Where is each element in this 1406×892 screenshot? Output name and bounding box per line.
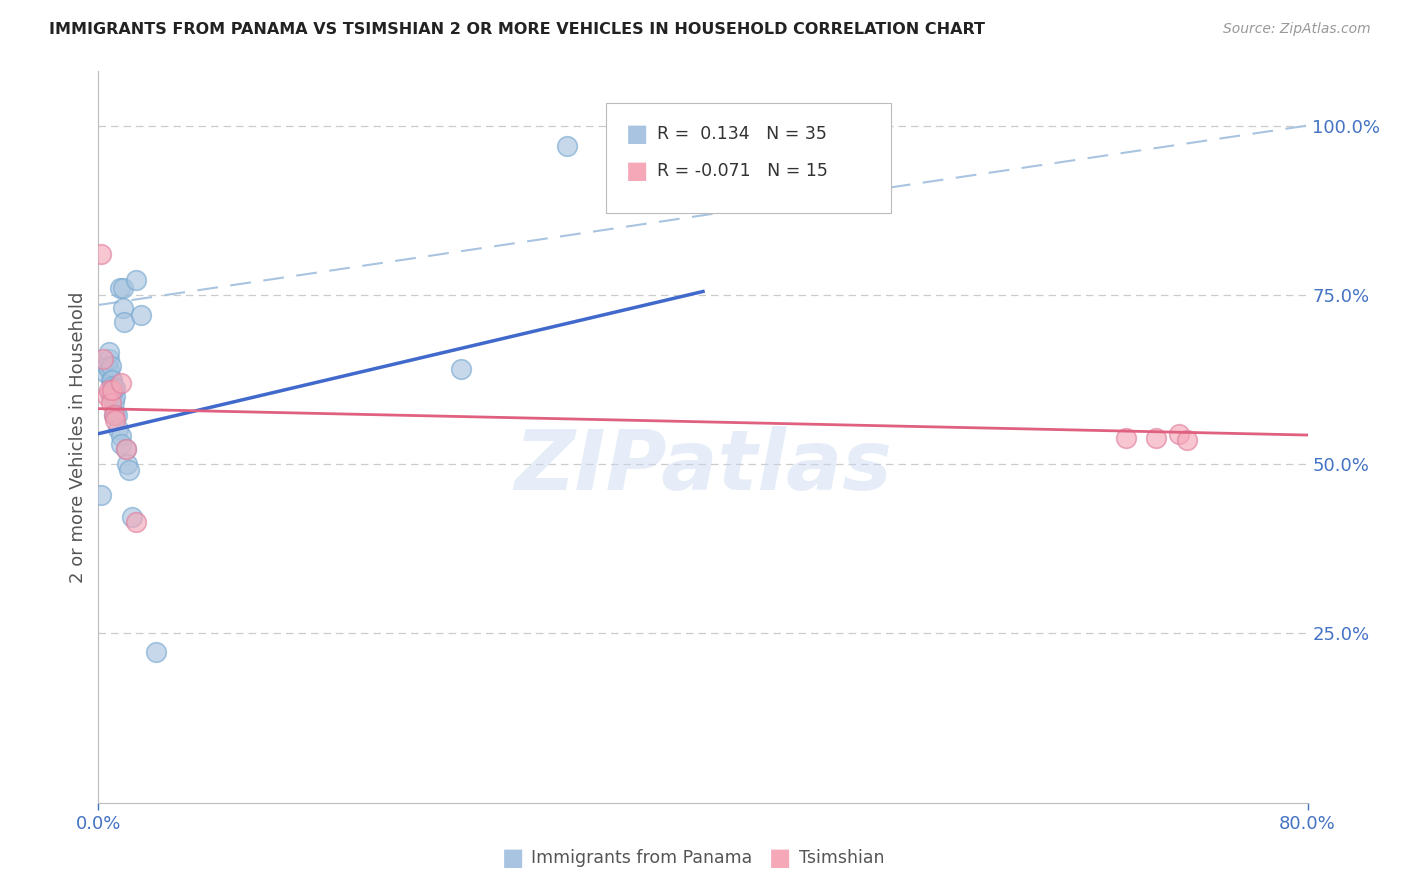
Point: [103, 409, 125, 423]
Point: [111, 281, 134, 295]
Point: [98, 352, 121, 367]
Point: [105, 409, 128, 423]
Point: [98, 345, 121, 359]
Point: [115, 457, 138, 471]
Point: [96, 389, 118, 403]
Text: ■: ■: [626, 122, 648, 145]
Y-axis label: 2 or more Vehicles in Household: 2 or more Vehicles in Household: [69, 292, 87, 582]
Point: [118, 462, 141, 476]
Point: [100, 372, 122, 386]
Point: [104, 389, 127, 403]
Point: [114, 442, 136, 457]
Point: [114, 442, 136, 457]
Point: [107, 422, 129, 436]
Point: [145, 645, 167, 659]
Text: ZIPatlas: ZIPatlas: [515, 425, 891, 507]
Text: ■: ■: [626, 160, 648, 183]
Point: [100, 389, 122, 403]
Text: ■: ■: [769, 847, 792, 870]
Point: [101, 372, 124, 386]
Point: [110, 437, 132, 451]
Point: [100, 396, 122, 410]
Point: [555, 139, 578, 153]
Point: [103, 409, 125, 423]
Point: [1168, 426, 1191, 441]
Text: Tsimshian: Tsimshian: [799, 849, 884, 867]
Text: Immigrants from Panama: Immigrants from Panama: [531, 849, 752, 867]
Point: [104, 413, 127, 427]
Point: [1144, 432, 1167, 446]
Point: [103, 395, 125, 409]
Text: Source: ZipAtlas.com: Source: ZipAtlas.com: [1223, 22, 1371, 37]
Point: [98, 383, 121, 397]
Point: [104, 381, 127, 395]
Point: [101, 386, 124, 401]
Point: [91, 352, 114, 367]
Point: [100, 359, 122, 373]
Point: [129, 308, 152, 322]
Point: [103, 381, 125, 395]
Point: [111, 301, 134, 316]
Text: IMMIGRANTS FROM PANAMA VS TSIMSHIAN 2 OR MORE VEHICLES IN HOUSEHOLD CORRELATION : IMMIGRANTS FROM PANAMA VS TSIMSHIAN 2 OR…: [49, 22, 986, 37]
Point: [112, 315, 135, 329]
Point: [104, 409, 127, 423]
Point: [90, 488, 112, 502]
Point: [450, 362, 472, 376]
Point: [108, 281, 131, 295]
Point: [90, 247, 112, 261]
Point: [98, 362, 121, 376]
Text: R = -0.071   N = 15: R = -0.071 N = 15: [657, 162, 828, 180]
Point: [110, 428, 132, 442]
Point: [1175, 434, 1198, 448]
Point: [101, 383, 124, 397]
Point: [125, 515, 148, 529]
Point: [121, 510, 143, 524]
Text: ■: ■: [502, 847, 524, 870]
Point: [1115, 432, 1137, 446]
Text: R =  0.134   N = 35: R = 0.134 N = 35: [657, 125, 827, 143]
Point: [125, 273, 148, 287]
Point: [101, 379, 124, 393]
Point: [110, 376, 132, 390]
Point: [96, 359, 118, 373]
Point: [94, 366, 117, 380]
